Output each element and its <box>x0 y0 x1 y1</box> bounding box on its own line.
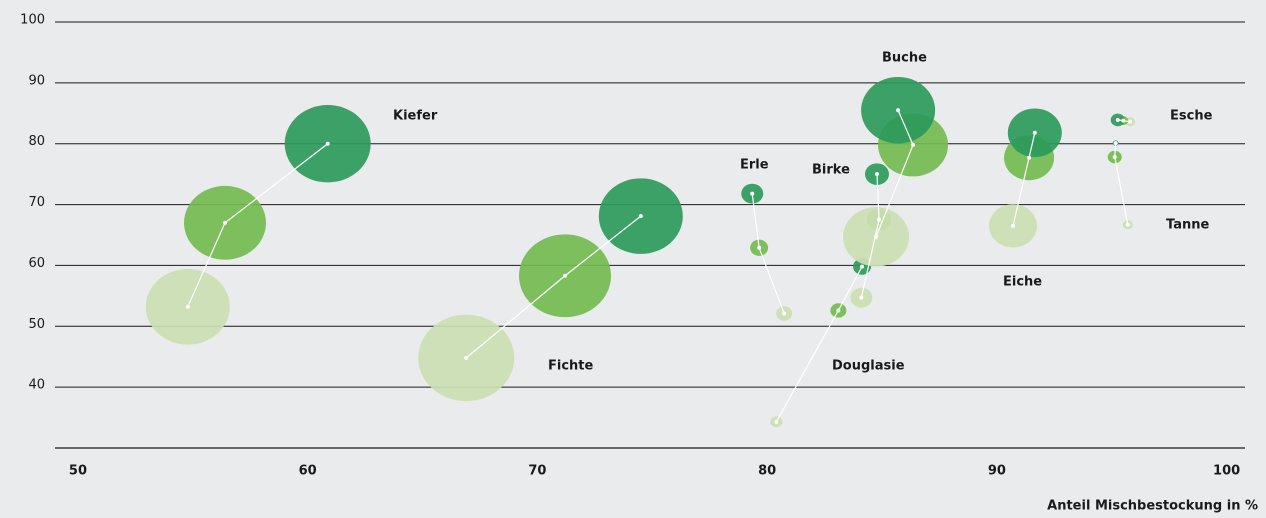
point-dot <box>1121 118 1126 123</box>
y-tick-label: 90 <box>28 73 45 88</box>
x-tick-label: 100 <box>1213 464 1240 479</box>
point-dot <box>896 108 901 113</box>
point-dot <box>757 245 762 250</box>
point-dot <box>638 214 643 219</box>
point-dot <box>877 217 882 222</box>
point-dot <box>1112 155 1117 160</box>
trajectory <box>775 266 863 423</box>
point-dot <box>1113 141 1118 146</box>
point-dot <box>750 191 755 196</box>
series-label: Eiche <box>1003 275 1042 290</box>
point-dot <box>874 172 879 177</box>
point-dot <box>464 355 469 360</box>
point-dot <box>1125 222 1130 227</box>
point-dot <box>859 295 864 300</box>
x-tick-label: 50 <box>69 464 87 479</box>
point-dot <box>860 264 865 269</box>
y-tick-label: 80 <box>28 134 45 149</box>
point-dot <box>563 273 567 278</box>
point-dot <box>1027 155 1032 160</box>
point-dot <box>1010 223 1015 228</box>
x-tick-label: 70 <box>528 464 546 479</box>
y-tick-label: 70 <box>28 195 45 210</box>
series-label: Birke <box>812 163 850 178</box>
x-tick-label: 80 <box>758 464 776 479</box>
series-label: Fichte <box>548 359 594 374</box>
point-dot <box>911 142 916 147</box>
series-label: Douglasie <box>832 359 905 374</box>
point-dot <box>185 304 190 309</box>
y-tick-label: 40 <box>28 378 45 393</box>
labels: Kiefer Fichte Erle Douglasie Birke Buche Eiche… <box>393 51 1213 374</box>
trajectories <box>185 108 1133 424</box>
series-label: Erle <box>740 158 769 173</box>
point-dot <box>1115 117 1120 122</box>
series-label: Kiefer <box>393 109 438 124</box>
y-tick-label: 100 <box>20 13 45 28</box>
point-dot <box>874 234 879 239</box>
series-label: Tanne <box>1166 218 1209 233</box>
series-label: Esche <box>1170 109 1213 124</box>
point-dot <box>774 419 779 424</box>
bubbles <box>145 76 1136 428</box>
point-dot <box>223 220 227 225</box>
x-tick-label: 90 <box>988 464 1006 479</box>
point-dot <box>325 141 330 146</box>
point-dot <box>1032 130 1037 135</box>
y-tick-label: 50 <box>28 317 45 332</box>
point-dot <box>1128 119 1133 124</box>
x-axis-label: Anteil Mischbestockung in % <box>1047 499 1258 514</box>
y-tick-label: 60 <box>28 256 45 271</box>
point-dot <box>836 308 841 313</box>
series-label: Buche <box>882 51 927 66</box>
point-dot <box>782 311 787 316</box>
x-tick-label: 60 <box>299 464 317 479</box>
